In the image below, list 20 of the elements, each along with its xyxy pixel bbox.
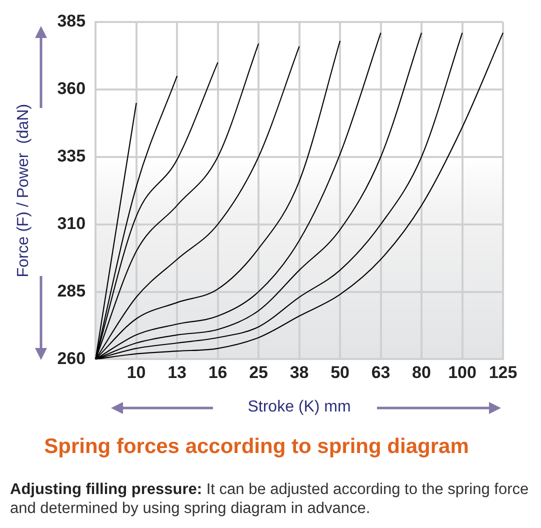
x-tick-label: 80: [412, 363, 431, 382]
text: Adjusting filling pressure: It can be adjusted according to the spring force and determined by using spring diagram in advance.: [10, 481, 529, 517]
x-tick-label: 10: [126, 363, 146, 382]
x-tick-label: 50: [330, 363, 350, 382]
x-tick-label: 125: [488, 363, 518, 382]
y-tick-label: 260: [57, 348, 86, 368]
x-tick-label: 100: [448, 363, 476, 382]
y-tick-label: 310: [57, 214, 86, 234]
x-tick-label: 63: [371, 363, 390, 382]
y-tick-label: 360: [57, 79, 86, 98]
y-tick-label: 285: [57, 281, 86, 300]
y-tick-label: 335: [57, 146, 86, 166]
text: Spring forces according to spring diagram: [44, 435, 469, 458]
x-tick-label: 38: [290, 363, 309, 382]
y-tick-label: 385: [57, 12, 86, 31]
y-axis-title: Force (F) / Power (daN): [15, 104, 32, 278]
x-axis-title: Stroke (K) mm: [248, 398, 351, 416]
x-tick-label: 13: [168, 363, 187, 382]
x-tick-label: 16: [208, 363, 228, 382]
x-tick-label: 25: [249, 363, 268, 382]
